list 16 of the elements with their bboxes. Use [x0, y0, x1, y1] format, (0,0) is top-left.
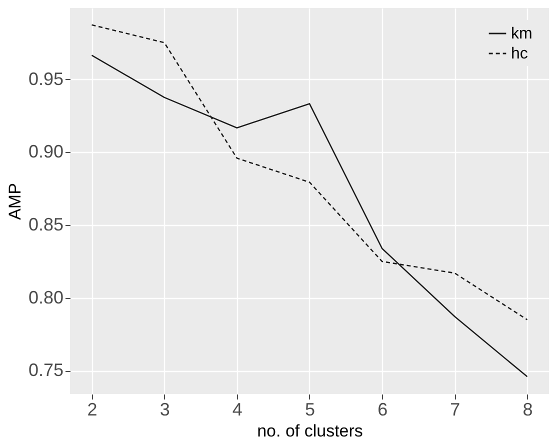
x-tick-label: 7: [450, 400, 460, 420]
legend-label: hc: [511, 46, 528, 62]
x-tick-label: 2: [87, 400, 98, 420]
y-tick-label: 0.80: [28, 287, 64, 308]
y-axis-title: AMP: [5, 183, 24, 220]
x-tick-label: 6: [378, 400, 388, 420]
y-tick-label: 0.90: [28, 142, 64, 162]
x-axis-title: no. of clusters: [257, 422, 363, 440]
y-tick-label: 0.95: [28, 68, 64, 89]
y-tick-label: 0.85: [28, 214, 64, 235]
y-tick-label: 0.75: [28, 360, 64, 380]
x-tick-label: 8: [522, 400, 533, 420]
legend-label: km: [511, 26, 532, 42]
x-tick-label: 4: [232, 400, 242, 420]
x-tick-label: 3: [160, 400, 170, 420]
x-tick-label: 5: [304, 400, 316, 420]
